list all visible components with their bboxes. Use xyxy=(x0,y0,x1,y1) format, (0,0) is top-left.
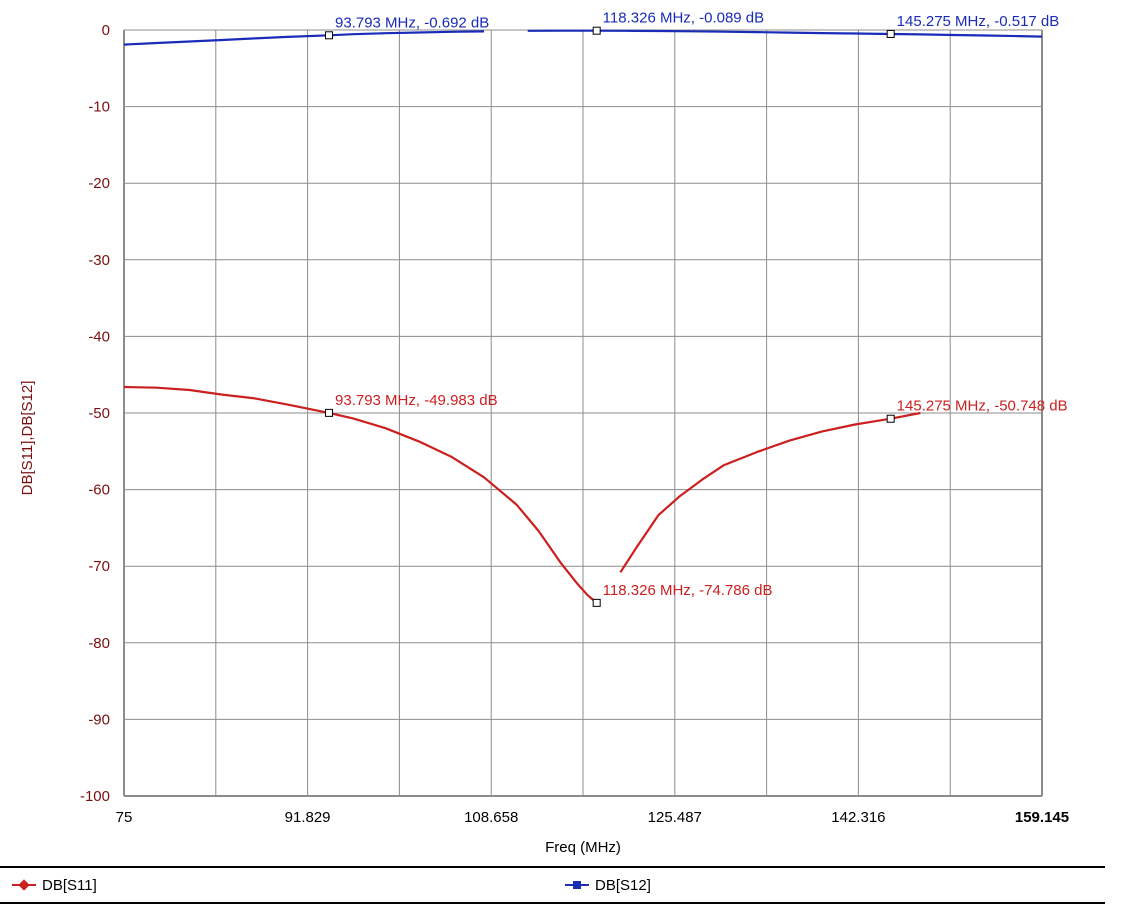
axis-ticks: 75 91.829 108.658 125.487 142.316 159.145 0 -10… xyxy=(80,22,1069,826)
marker-label: 145.275 MHz, -50.748 dB xyxy=(897,398,1068,415)
x-tick-label: 91.829 xyxy=(285,809,331,826)
legend: DB[S11] DB[S12] xyxy=(0,866,1105,904)
x-tick-label: 108.658 xyxy=(464,809,518,826)
marker-point[interactable] xyxy=(325,408,334,417)
y-tick-label: -40 xyxy=(88,328,110,345)
legend-label-s12: DB[S12] xyxy=(595,876,651,894)
marker-label: 145.275 MHz, -0.517 dB xyxy=(897,13,1060,30)
y-tick-label: -100 xyxy=(80,788,110,805)
y-tick-label: -30 xyxy=(88,252,110,269)
legend-item-s12[interactable]: DB[S12] xyxy=(565,876,651,894)
legend-item-s11[interactable]: DB[S11] xyxy=(12,876,97,894)
series-line-db-s12- xyxy=(527,29,1043,38)
marker-point[interactable] xyxy=(886,414,895,423)
marker-label: 118.326 MHz, -74.786 dB xyxy=(603,582,773,599)
series-line-db-s11- xyxy=(123,385,598,604)
series-layer xyxy=(123,29,1043,604)
y-tick-label: -60 xyxy=(88,482,110,499)
x-tick-label: 142.316 xyxy=(831,809,885,826)
y-tick-label: -10 xyxy=(88,99,110,116)
chart-plot: 75 91.829 108.658 125.487 142.316 159.145 0 -10… xyxy=(19,10,1069,856)
x-tick-label: 125.487 xyxy=(648,809,702,826)
marker-point[interactable] xyxy=(592,598,601,607)
y-axis-label: DB[S11],DB[S12] xyxy=(19,381,36,496)
legend-label-s11: DB[S11] xyxy=(42,876,97,894)
series-line-db-s12- xyxy=(123,30,485,46)
marker-point[interactable] xyxy=(592,26,601,35)
marker-label: 93.793 MHz, -0.692 dB xyxy=(335,14,489,31)
square-marker-icon xyxy=(565,878,589,892)
marker-layer: 93.793 MHz, -0.692 dB 118.326 MHz, -0.089… xyxy=(325,10,1068,607)
marker-label: 93.793 MHz, -49.983 dB xyxy=(335,392,498,409)
x-tick-label: 159.145 xyxy=(1015,809,1069,826)
diamond-marker-icon xyxy=(12,878,36,892)
y-tick-label: -80 xyxy=(88,635,110,652)
marker-point[interactable] xyxy=(886,29,895,38)
marker-label: 118.326 MHz, -0.089 dB xyxy=(603,10,764,27)
x-tick-label: 75 xyxy=(116,809,133,826)
y-tick-label: -90 xyxy=(88,711,110,728)
y-tick-label: -20 xyxy=(88,175,110,192)
y-tick-label: 0 xyxy=(102,22,110,39)
grid-lines xyxy=(123,29,1043,797)
x-axis-label: Freq (MHz) xyxy=(545,839,621,856)
y-tick-label: -70 xyxy=(88,558,110,575)
marker-point[interactable] xyxy=(325,31,334,40)
series-line-db-s11- xyxy=(619,411,921,573)
y-tick-label: -50 xyxy=(88,405,110,422)
